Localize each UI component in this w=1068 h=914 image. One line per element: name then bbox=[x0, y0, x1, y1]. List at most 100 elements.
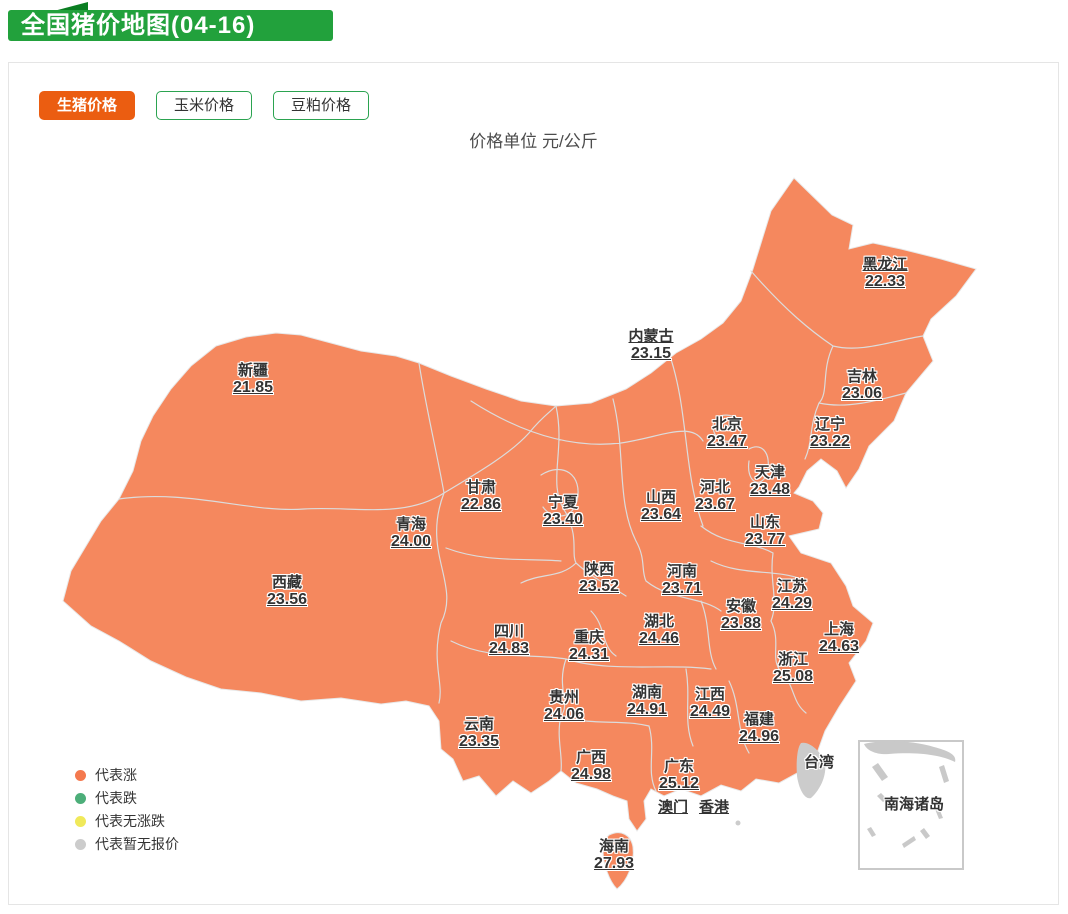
region-label-云南[interactable]: 云南 23.35 bbox=[459, 716, 499, 750]
region-label-吉林[interactable]: 吉林 23.06 bbox=[842, 368, 882, 402]
region-price[interactable]: 24.06 bbox=[543, 706, 585, 723]
region-name[interactable]: 湖北 bbox=[643, 613, 675, 630]
region-price[interactable]: 24.91 bbox=[626, 701, 668, 718]
region-name[interactable]: 吉林 bbox=[846, 368, 878, 385]
region-price[interactable]: 23.56 bbox=[266, 591, 308, 608]
region-name[interactable]: 甘肃 bbox=[465, 479, 497, 496]
region-label-安徽[interactable]: 安徽 23.88 bbox=[721, 598, 761, 632]
region-price[interactable]: 23.71 bbox=[661, 580, 703, 597]
region-label-广西[interactable]: 广西 24.98 bbox=[571, 749, 611, 783]
region-name[interactable]: 青海 bbox=[395, 516, 427, 533]
region-price[interactable]: 23.64 bbox=[640, 506, 682, 523]
region-label-内蒙古[interactable]: 内蒙古 23.15 bbox=[628, 328, 673, 362]
region-price[interactable]: 23.67 bbox=[694, 496, 736, 513]
region-price[interactable]: 24.98 bbox=[570, 766, 612, 783]
region-label-四川[interactable]: 四川 24.83 bbox=[489, 623, 529, 657]
region-price[interactable]: 23.40 bbox=[542, 511, 584, 528]
region-label-山西[interactable]: 山西 23.64 bbox=[641, 489, 681, 523]
region-label-浙江[interactable]: 浙江 25.08 bbox=[773, 651, 813, 685]
region-price[interactable]: 22.33 bbox=[864, 273, 906, 290]
region-name[interactable]: 湖南 bbox=[631, 684, 663, 701]
region-price[interactable]: 23.47 bbox=[706, 433, 748, 450]
region-name[interactable]: 上海 bbox=[823, 621, 855, 638]
region-label-澳门[interactable]: 澳门 bbox=[658, 799, 688, 816]
region-price[interactable]: 24.00 bbox=[390, 533, 432, 550]
region-label-南海诸岛[interactable]: 南海诸岛 bbox=[884, 796, 944, 813]
region-name[interactable]: 河南 bbox=[666, 563, 698, 580]
region-name[interactable]: 广西 bbox=[575, 749, 607, 766]
region-name[interactable]: 天津 bbox=[754, 464, 786, 481]
region-name[interactable]: 黑龙江 bbox=[862, 256, 908, 273]
region-label-辽宁[interactable]: 辽宁 23.22 bbox=[810, 416, 850, 450]
region-price[interactable]: 24.49 bbox=[689, 703, 731, 720]
region-price[interactable]: 23.77 bbox=[744, 531, 786, 548]
region-price[interactable]: 23.52 bbox=[578, 578, 620, 595]
region-name[interactable]: 陕西 bbox=[583, 561, 615, 578]
region-name[interactable]: 山西 bbox=[645, 489, 677, 506]
region-name[interactable]: 河北 bbox=[699, 479, 731, 496]
region-label-广东[interactable]: 广东 25.12 bbox=[659, 758, 699, 792]
region-label-江苏[interactable]: 江苏 24.29 bbox=[772, 578, 812, 612]
region-price[interactable]: 24.83 bbox=[488, 640, 530, 657]
region-label-台湾[interactable]: 台湾 bbox=[804, 754, 834, 771]
region-label-海南[interactable]: 海南 27.93 bbox=[594, 838, 634, 872]
region-label-甘肃[interactable]: 甘肃 22.86 bbox=[461, 479, 501, 513]
region-label-江西[interactable]: 江西 24.49 bbox=[690, 686, 730, 720]
region-label-陕西[interactable]: 陕西 23.52 bbox=[579, 561, 619, 595]
region-label-福建[interactable]: 福建 24.96 bbox=[739, 711, 779, 745]
region-name[interactable]: 香港 bbox=[698, 799, 730, 816]
region-label-北京[interactable]: 北京 23.47 bbox=[707, 416, 747, 450]
region-label-湖南[interactable]: 湖南 24.91 bbox=[627, 684, 667, 718]
region-price[interactable]: 23.06 bbox=[841, 385, 883, 402]
region-price[interactable]: 22.86 bbox=[460, 496, 502, 513]
region-label-山东[interactable]: 山东 23.77 bbox=[745, 514, 785, 548]
region-label-重庆[interactable]: 重庆 24.31 bbox=[569, 629, 609, 663]
region-price[interactable]: 23.35 bbox=[458, 733, 500, 750]
region-name[interactable]: 安徽 bbox=[725, 598, 757, 615]
region-name[interactable]: 辽宁 bbox=[814, 416, 846, 433]
tab-生猪价格[interactable]: 生猪价格 bbox=[39, 91, 136, 120]
tab-豆粕价格[interactable]: 豆粕价格 bbox=[273, 91, 370, 120]
region-price[interactable]: 24.63 bbox=[818, 638, 860, 655]
region-name[interactable]: 台湾 bbox=[803, 754, 835, 771]
region-name[interactable]: 四川 bbox=[493, 623, 525, 640]
region-name[interactable]: 浙江 bbox=[777, 651, 809, 668]
china-mainland-shape[interactable] bbox=[62, 177, 977, 832]
region-label-新疆[interactable]: 新疆 21.85 bbox=[233, 362, 273, 396]
region-name[interactable]: 北京 bbox=[711, 416, 743, 433]
region-label-河北[interactable]: 河北 23.67 bbox=[695, 479, 735, 513]
region-name[interactable]: 宁夏 bbox=[547, 494, 579, 511]
region-price[interactable]: 23.88 bbox=[720, 615, 762, 632]
region-price[interactable]: 24.31 bbox=[568, 646, 610, 663]
region-price[interactable]: 25.08 bbox=[772, 668, 814, 685]
region-name[interactable]: 江西 bbox=[694, 686, 726, 703]
region-name[interactable]: 云南 bbox=[463, 716, 495, 733]
region-label-宁夏[interactable]: 宁夏 23.40 bbox=[543, 494, 583, 528]
region-label-湖北[interactable]: 湖北 24.46 bbox=[639, 613, 679, 647]
region-price[interactable]: 27.93 bbox=[593, 855, 635, 872]
region-name[interactable]: 南海诸岛 bbox=[883, 796, 945, 813]
region-name[interactable]: 山东 bbox=[749, 514, 781, 531]
region-label-西藏[interactable]: 西藏 23.56 bbox=[267, 574, 307, 608]
region-label-河南[interactable]: 河南 23.71 bbox=[662, 563, 702, 597]
region-name[interactable]: 新疆 bbox=[237, 362, 269, 379]
region-price[interactable]: 24.96 bbox=[738, 728, 780, 745]
region-name[interactable]: 福建 bbox=[743, 711, 775, 728]
region-name[interactable]: 澳门 bbox=[657, 799, 689, 816]
taiwan-island-shape[interactable] bbox=[796, 742, 826, 799]
region-name[interactable]: 内蒙古 bbox=[628, 328, 674, 345]
region-label-青海[interactable]: 青海 24.00 bbox=[391, 516, 431, 550]
hainan-island-shape[interactable] bbox=[602, 832, 634, 890]
region-label-天津[interactable]: 天津 23.48 bbox=[750, 464, 790, 498]
region-name[interactable]: 重庆 bbox=[573, 629, 605, 646]
region-price[interactable]: 23.48 bbox=[749, 481, 791, 498]
region-price[interactable]: 21.85 bbox=[232, 379, 274, 396]
region-name[interactable]: 江苏 bbox=[776, 578, 808, 595]
region-name[interactable]: 西藏 bbox=[271, 574, 303, 591]
region-price[interactable]: 24.29 bbox=[771, 595, 813, 612]
region-name[interactable]: 贵州 bbox=[548, 689, 580, 706]
tab-玉米价格[interactable]: 玉米价格 bbox=[156, 91, 253, 120]
region-label-黑龙江[interactable]: 黑龙江 22.33 bbox=[862, 256, 907, 290]
region-name[interactable]: 海南 bbox=[598, 838, 630, 855]
region-label-贵州[interactable]: 贵州 24.06 bbox=[544, 689, 584, 723]
